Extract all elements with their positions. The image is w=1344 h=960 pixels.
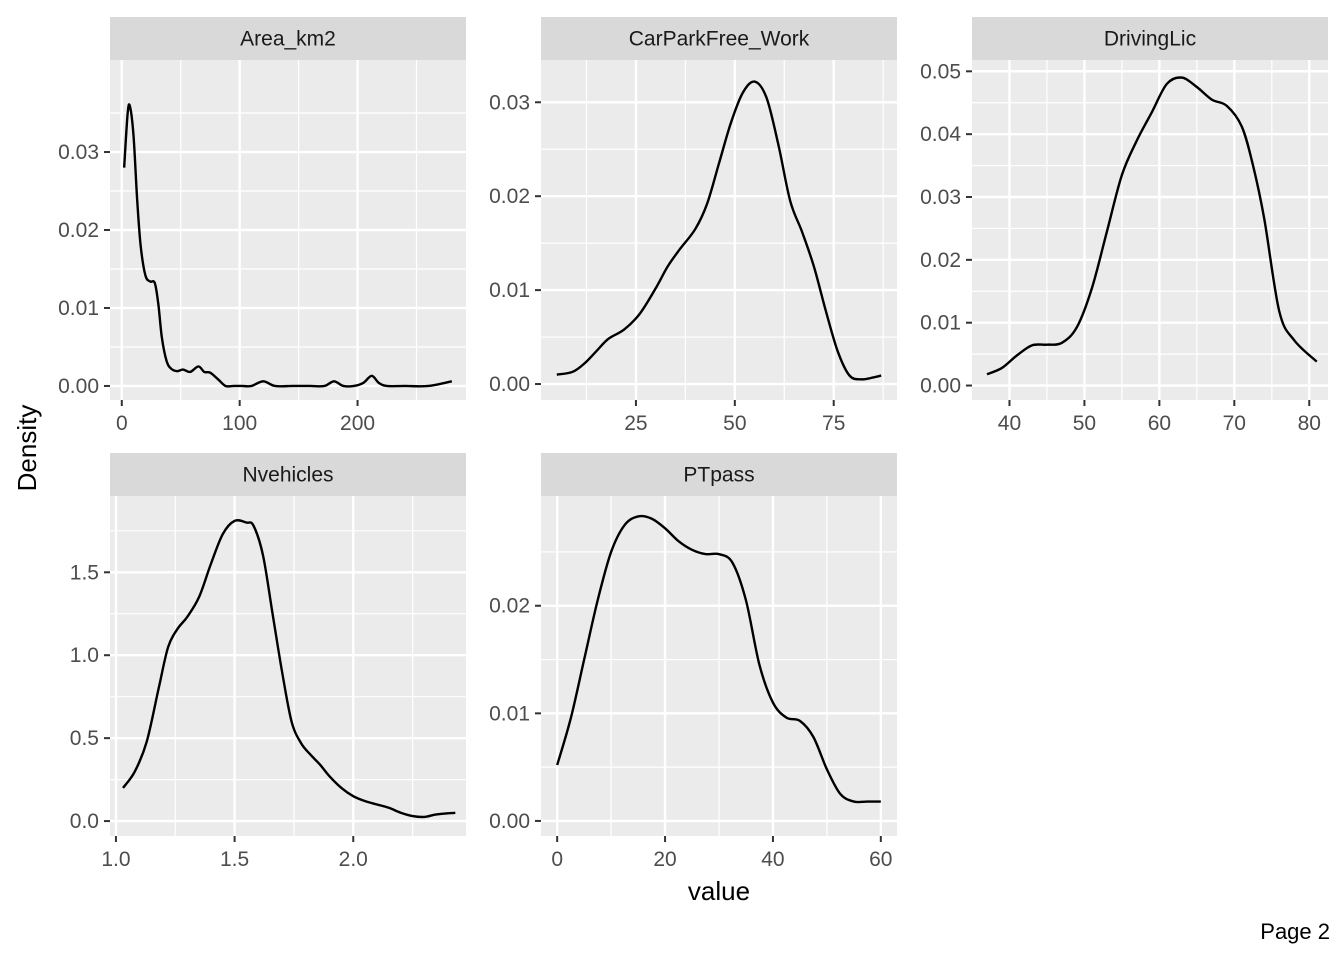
- facet-panel: CarParkFree_Work 25 50 75 0.00 0.01 0.02 0.03: [489, 17, 897, 435]
- x-tick-label: 50: [723, 412, 746, 435]
- x-tick-label: 80: [1298, 412, 1321, 435]
- facet-panel: Nvehicles 1.0 1.5 2.0 0.0 0.5 1.0 1.5: [70, 453, 466, 871]
- y-tick-label: 0.03: [920, 186, 961, 209]
- y-tick-label: 0.00: [489, 373, 530, 396]
- page-number-label: Page 2: [1260, 919, 1330, 944]
- y-tick-label: 0.01: [920, 312, 961, 335]
- y-axis-label: Density: [12, 405, 42, 492]
- x-tick-label: 50: [1073, 412, 1096, 435]
- facet-panel: Area_km2 0 100 200 0.00 0.01 0.02 0.03: [58, 17, 466, 435]
- facet-strip: [972, 17, 1328, 60]
- x-axis-label: value: [688, 876, 750, 906]
- y-tick-label: 0.00: [58, 375, 99, 398]
- density-curve: [556, 514, 881, 804]
- y-tick-label: 0.5: [70, 727, 99, 750]
- x-tick-label: 200: [340, 412, 375, 435]
- facet-title: Area_km2: [240, 28, 336, 51]
- x-tick-label: 40: [998, 412, 1021, 435]
- facet-panel: PTpass 0 20 40 60 0.00 0.01 0.02: [489, 453, 897, 871]
- density-curve: [122, 519, 456, 819]
- y-tick-label: 0.0: [70, 810, 99, 833]
- y-tick-label: 0.04: [920, 123, 961, 146]
- x-tick-label: 75: [822, 412, 845, 435]
- y-tick-label: 0.02: [489, 595, 530, 618]
- facet-strip: [541, 17, 897, 60]
- facet-title: CarParkFree_Work: [629, 28, 810, 51]
- y-tick-label: 0.01: [58, 297, 99, 320]
- facet-title: PTpass: [683, 464, 754, 487]
- facet-title: Nvehicles: [242, 464, 333, 487]
- facet-strip: [110, 17, 466, 60]
- y-tick-label: 0.02: [58, 219, 99, 242]
- y-tick-label: 0.05: [920, 60, 961, 83]
- x-tick-label: 1.5: [220, 848, 249, 871]
- x-tick-label: 40: [761, 848, 784, 871]
- x-tick-label: 60: [1148, 412, 1171, 435]
- y-tick-label: 1.0: [70, 644, 99, 667]
- facet-panel: DrivingLic 40 50 60 70 80 0.00 0.01 0.02 0.03 0.04…: [920, 17, 1328, 435]
- x-tick-label: 0: [116, 412, 128, 435]
- y-tick-label: 0.03: [489, 91, 530, 114]
- y-tick-label: 0.01: [489, 702, 530, 725]
- x-tick-label: 20: [653, 848, 676, 871]
- facet-strip: [110, 453, 466, 496]
- x-tick-label: 0: [551, 848, 563, 871]
- facet-strip: [541, 453, 897, 496]
- x-tick-label: 100: [222, 412, 257, 435]
- y-tick-label: 0.00: [920, 375, 961, 398]
- y-tick-label: 0.02: [489, 185, 530, 208]
- panel-background: [541, 60, 897, 400]
- density-curve: [986, 76, 1318, 376]
- y-tick-label: 0.02: [920, 249, 961, 272]
- density-curve: [122, 103, 453, 388]
- x-tick-label: 2.0: [339, 848, 368, 871]
- y-tick-label: 0.03: [58, 141, 99, 164]
- facet-title: DrivingLic: [1104, 28, 1196, 51]
- y-tick-label: 0.01: [489, 279, 530, 302]
- density-curve: [556, 80, 882, 381]
- x-tick-label: 60: [869, 848, 892, 871]
- x-tick-label: 70: [1223, 412, 1246, 435]
- y-tick-label: 1.5: [70, 561, 99, 584]
- x-tick-label: 1.0: [101, 848, 130, 871]
- x-tick-label: 25: [624, 412, 647, 435]
- y-tick-label: 0.00: [489, 810, 530, 833]
